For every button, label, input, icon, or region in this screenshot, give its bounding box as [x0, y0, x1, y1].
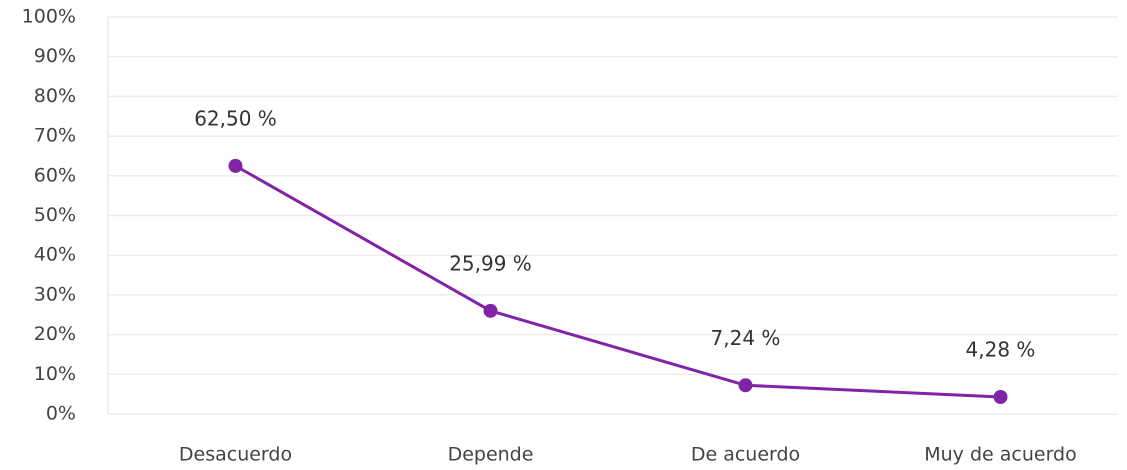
value-label: 25,99 %	[449, 251, 532, 275]
y-tick-label: 100%	[22, 6, 76, 28]
y-tick-label: 40%	[34, 244, 76, 266]
y-tick-label: 0%	[46, 403, 76, 425]
y-tick-label: 10%	[34, 363, 76, 385]
y-tick-label: 70%	[34, 125, 76, 147]
point	[738, 378, 753, 393]
y-tick-label: 90%	[34, 45, 76, 67]
point	[993, 390, 1008, 405]
line	[234, 164, 1001, 399]
x-tick-label: De acuerdo	[691, 444, 800, 466]
x-tick-label: Desacuerdo	[179, 444, 292, 466]
point	[228, 158, 243, 173]
x-tick-label: Depende	[448, 444, 534, 466]
y-tick-label: 80%	[34, 85, 76, 107]
y-tick-label: 50%	[34, 204, 76, 226]
y-tick-label: 60%	[34, 164, 76, 186]
y-tick-label: 30%	[34, 283, 76, 305]
y-tick-label: 20%	[34, 323, 76, 345]
value-label: 4,28 %	[966, 338, 1036, 362]
value-label: 62,50 %	[194, 106, 277, 130]
value-label: 7,24 %	[711, 326, 781, 350]
x-tick-label: Muy de acuerdo	[924, 444, 1077, 466]
point	[483, 303, 498, 318]
